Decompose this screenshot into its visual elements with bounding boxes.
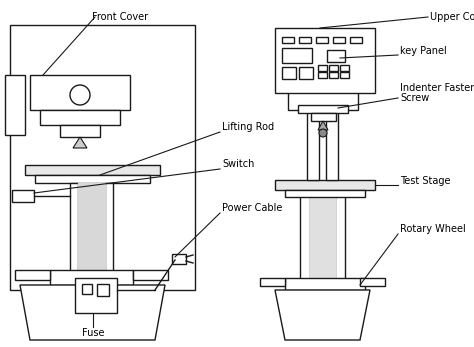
Bar bbox=[105, 183, 113, 273]
Text: Indenter Fastening: Indenter Fastening bbox=[400, 83, 474, 93]
Polygon shape bbox=[20, 285, 165, 340]
Bar bbox=[288, 90, 358, 110]
Bar bbox=[318, 72, 327, 78]
Bar bbox=[307, 108, 319, 180]
Bar bbox=[360, 278, 385, 286]
Bar bbox=[75, 278, 117, 313]
Bar bbox=[329, 72, 338, 78]
Bar bbox=[318, 65, 327, 71]
Bar bbox=[298, 105, 348, 113]
Text: Test Stage: Test Stage bbox=[400, 176, 450, 186]
Bar bbox=[12, 190, 34, 202]
Bar bbox=[25, 165, 160, 175]
Text: key Panel: key Panel bbox=[400, 46, 447, 56]
Text: Rotary Wheel: Rotary Wheel bbox=[400, 224, 466, 234]
Bar bbox=[275, 28, 375, 93]
Bar bbox=[30, 75, 130, 110]
Bar bbox=[133, 270, 168, 280]
Bar bbox=[35, 175, 150, 183]
Bar bbox=[329, 65, 338, 71]
Bar bbox=[275, 180, 375, 190]
Bar bbox=[350, 37, 362, 43]
Bar bbox=[316, 37, 328, 43]
Bar bbox=[172, 254, 186, 264]
Bar bbox=[82, 284, 92, 294]
Bar bbox=[340, 72, 349, 78]
Text: Front Cover: Front Cover bbox=[92, 12, 148, 22]
Bar bbox=[327, 50, 345, 62]
Bar bbox=[311, 113, 336, 121]
Bar bbox=[299, 67, 313, 79]
Polygon shape bbox=[275, 290, 370, 340]
Bar bbox=[40, 110, 120, 125]
Text: Switch: Switch bbox=[222, 159, 255, 169]
Text: Screw: Screw bbox=[400, 93, 429, 103]
Bar bbox=[282, 67, 296, 79]
Polygon shape bbox=[318, 121, 328, 130]
Polygon shape bbox=[73, 137, 87, 148]
Bar bbox=[299, 37, 311, 43]
Text: Lifting Rod: Lifting Rod bbox=[222, 122, 274, 132]
Bar bbox=[340, 65, 349, 71]
Bar bbox=[78, 183, 105, 273]
Bar bbox=[300, 185, 310, 280]
Bar bbox=[260, 278, 285, 286]
Bar bbox=[282, 37, 294, 43]
Bar bbox=[60, 125, 100, 137]
Bar bbox=[5, 75, 25, 135]
Bar bbox=[285, 190, 365, 197]
Bar bbox=[70, 183, 78, 273]
Text: Upper Cover: Upper Cover bbox=[430, 12, 474, 22]
Bar bbox=[15, 270, 50, 280]
Bar bbox=[333, 37, 345, 43]
Text: Power Cable: Power Cable bbox=[222, 203, 283, 213]
Circle shape bbox=[70, 85, 90, 105]
Circle shape bbox=[319, 129, 327, 137]
Bar bbox=[282, 48, 312, 63]
Bar bbox=[10, 25, 195, 290]
Bar bbox=[326, 108, 338, 180]
Bar bbox=[335, 185, 345, 280]
Bar bbox=[50, 270, 133, 285]
Bar bbox=[310, 185, 335, 280]
Bar bbox=[97, 284, 109, 296]
Bar bbox=[285, 278, 365, 290]
Text: Fuse: Fuse bbox=[82, 328, 104, 338]
